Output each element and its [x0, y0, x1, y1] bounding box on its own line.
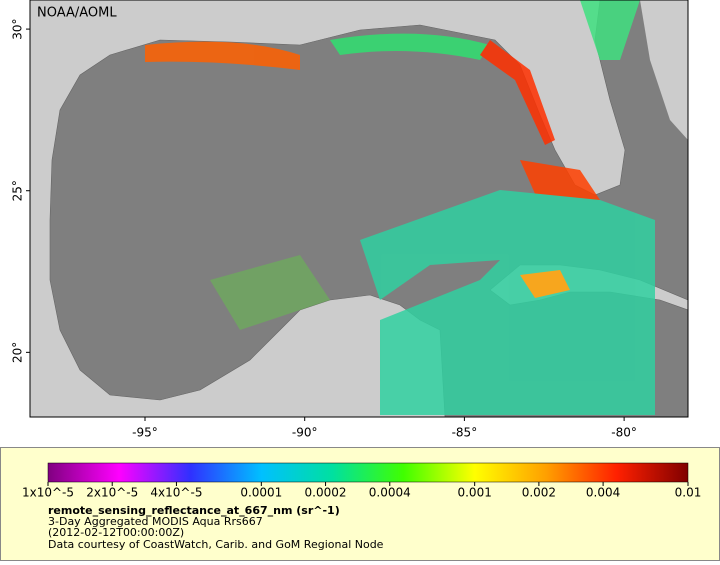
map-area: NOAA/AOML — [30, 0, 688, 417]
legend-line: 3-Day Aggregated MODIS Aqua Rrs667 — [48, 515, 263, 528]
colorbar-tick-label: 0.004 — [586, 486, 620, 500]
reflectance-swaths — [145, 0, 655, 415]
land-east — [640, 0, 688, 140]
swath — [580, 0, 640, 60]
lat-tick-label: 20° — [11, 342, 25, 363]
lat-tick-label: 25° — [11, 180, 25, 201]
colorbar-tick-label: 4x10^-5 — [150, 486, 202, 500]
lon-tick-label: -85° — [452, 426, 478, 440]
attribution: NOAA/AOML — [37, 6, 117, 21]
swath — [330, 33, 490, 60]
colorbar-tick-label: 0.001 — [457, 486, 491, 500]
legend-variable: remote_sensing_reflectance_at_667_nm (sr… — [48, 504, 340, 517]
colorbar-tick-label: 0.002 — [522, 486, 556, 500]
lon-tick-label: -80° — [611, 426, 637, 440]
colorbar-tick-label: 0.0004 — [369, 486, 411, 500]
colorbar-tick-label: 0.0002 — [305, 486, 347, 500]
legend-line: Data courtesy of CoastWatch, Carib. and … — [48, 538, 384, 551]
swath — [360, 190, 655, 415]
swath — [520, 160, 600, 205]
colorbar-tick-label: 2x10^-5 — [86, 486, 138, 500]
legend-line: (2012-02-12T00:00:00Z) — [48, 526, 184, 539]
colorbar-tick-label: 0.0001 — [240, 486, 282, 500]
swath — [210, 255, 330, 330]
swath — [145, 41, 300, 70]
map-frame — [29, 0, 689, 418]
colorbar-tick-label: 1x10^-5 — [22, 486, 74, 500]
lon-tick-label: -90° — [292, 426, 318, 440]
lat-tick-label: 30° — [11, 18, 25, 39]
swath — [520, 270, 570, 298]
lon-tick-label: -95° — [132, 426, 158, 440]
colorbar — [47, 462, 689, 483]
swath — [480, 40, 555, 145]
colorbar-tick-label: 0.01 — [675, 486, 702, 500]
